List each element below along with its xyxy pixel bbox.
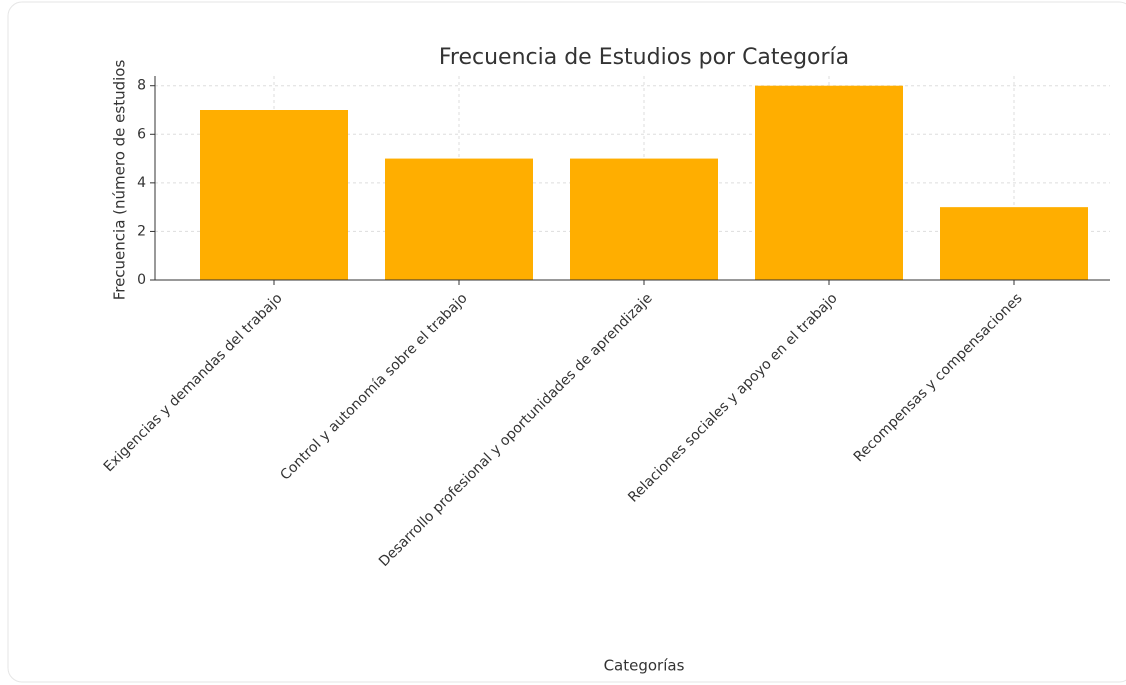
y-tick-label: 6	[137, 126, 146, 142]
bar	[200, 110, 348, 280]
bar	[570, 158, 718, 280]
y-tick-label: 2	[137, 223, 146, 239]
card	[7, 1, 1126, 683]
y-tick-label: 0	[137, 272, 146, 288]
bar	[755, 85, 903, 280]
y-tick-label: 4	[137, 175, 146, 191]
bar	[385, 158, 533, 280]
y-axis-label: Frecuencia (número de estudios	[111, 60, 129, 301]
x-axis-label: Categorías	[604, 657, 685, 675]
bar	[940, 207, 1088, 280]
y-tick-label: 8	[137, 78, 146, 94]
chart-title: Frecuencia de Estudios por Categoría	[439, 45, 849, 70]
